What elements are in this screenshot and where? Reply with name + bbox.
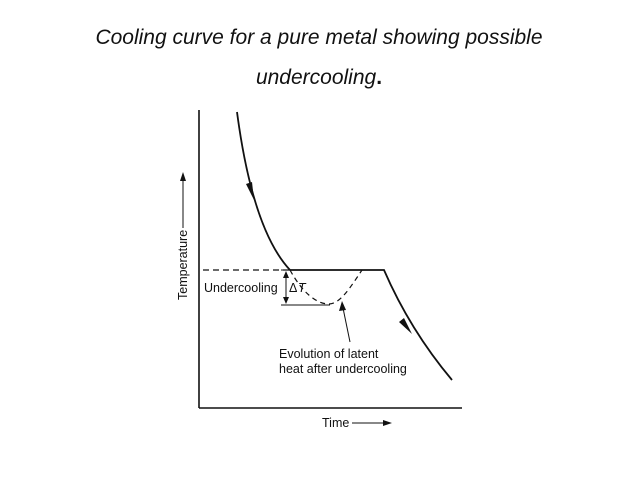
- latent-heat-pointer-line: [342, 307, 351, 343]
- delta-symbol: Δ: [289, 281, 297, 295]
- undercooling-dip-dashed: [289, 269, 363, 305]
- latent-heat-pointer-arrowhead: [339, 301, 346, 311]
- evolution-label-line-2: heat after undercooling: [279, 362, 407, 376]
- title-line-1: Cooling curve for a pure metal showing p…: [95, 26, 543, 49]
- delta-t-arrow-down: [283, 297, 289, 304]
- y-axis-label: Temperature: [176, 230, 190, 300]
- slide-title: Cooling curve for a pure metal showing p…: [0, 18, 638, 98]
- title-period: .: [376, 66, 383, 89]
- title-line-2-text: undercooling: [255, 66, 377, 89]
- curve-arrowhead-top: [246, 182, 254, 200]
- y-axis-arrowhead: [180, 172, 186, 181]
- t-symbol: T: [298, 281, 307, 295]
- x-axis-label: Time: [322, 416, 349, 430]
- title-line-2: undercooling.: [0, 58, 638, 98]
- delta-t-arrow-up: [283, 271, 289, 278]
- curve-arrowhead-bottom: [399, 318, 412, 334]
- undercooling-label: Undercooling: [204, 281, 278, 295]
- x-axis-arrowhead: [383, 420, 392, 426]
- cooling-curve: [236, 111, 453, 381]
- evolution-label-line-1: Evolution of latent: [279, 347, 379, 361]
